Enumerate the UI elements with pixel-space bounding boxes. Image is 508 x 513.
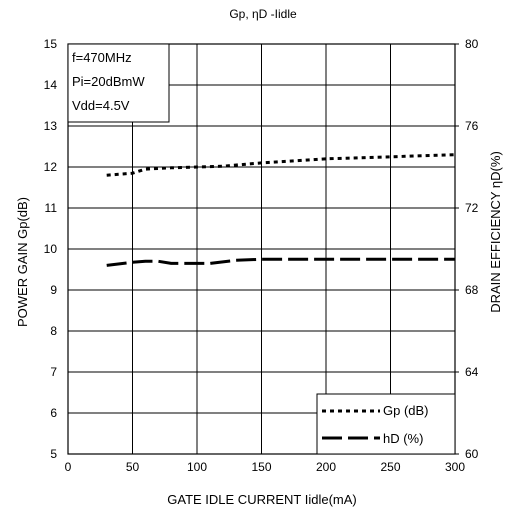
legend-label-gp: Gp (dB) [383,403,429,418]
condition-pi: Pi=20dBmW [72,74,145,89]
x-tick-label: 300 [445,460,465,474]
x-tick-label: 150 [251,460,271,474]
y-axis-title-right: DRAIN EFFICIENCY ηD(%) [488,151,503,313]
x-tick-label: 50 [126,460,140,474]
y-left-tick-label: 12 [44,160,58,174]
y-left-tick-label: 6 [50,406,57,420]
x-tick-label: 100 [187,460,207,474]
series-line-gp [106,153,456,177]
chart-title: Gp, ηD -Iidle [229,7,297,21]
y-left-tick-label: 11 [45,201,58,215]
x-tick-label: 250 [380,460,400,474]
y-right-tick-label: 80 [465,37,479,51]
y-right-tick-label: 76 [465,119,479,133]
y-left-tick-label: 13 [44,119,58,133]
y-right-tick-label: 64 [465,365,479,379]
y-left-tick-label: 8 [50,324,57,338]
conditions-frame [67,43,170,123]
y-left-tick-label: 5 [50,447,57,461]
y-right-tick-label: 72 [465,201,479,215]
series-lines [106,153,456,267]
y-left-tick-label: 7 [50,365,57,379]
tick-labels: 0 50 100 150 200 250 300 5 6 7 8 9 10 11 12 13 14 15 60 64 6… [44,37,479,474]
conditions-box: f=470MHz Pi=20dBmW Vdd=4.5V [67,43,170,123]
x-axis-title: GATE IDLE CURRENT Iidle(mA) [167,492,357,507]
y-left-tick-label: 14 [44,78,58,92]
y-left-tick-label: 9 [50,283,57,297]
x-tick-label: 0 [65,460,72,474]
legend-label-hd: hD (%) [383,431,423,446]
y-right-tick-label: 60 [465,447,479,461]
condition-freq: f=470MHz [72,50,132,65]
y-left-tick-label: 10 [44,242,58,256]
y-right-tick-label: 68 [465,283,479,297]
y-axis-title-left: POWER GAIN Gp(dB) [15,197,30,327]
y-left-tick-label: 15 [44,37,58,51]
plot-frame [67,43,456,455]
condition-vdd: Vdd=4.5V [72,98,130,113]
legend: Gp (dB) hD (%) [316,393,456,455]
x-tick-label: 200 [316,460,336,474]
legend-frame [316,393,456,455]
series-line-hd [106,257,455,267]
